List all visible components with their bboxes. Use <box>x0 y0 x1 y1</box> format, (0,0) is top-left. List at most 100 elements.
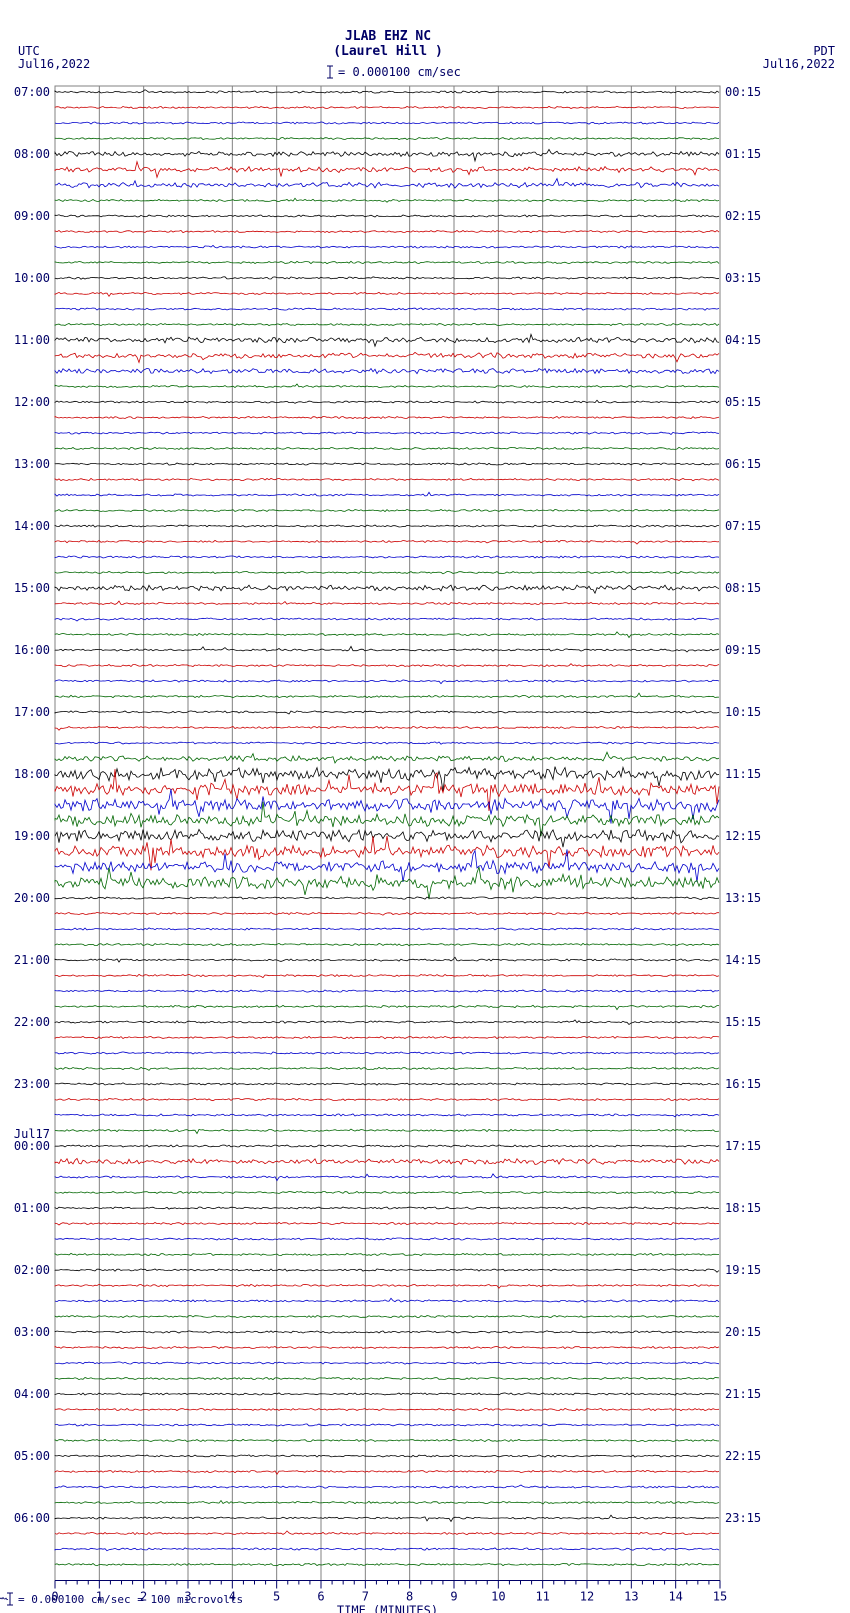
utc-time-label: 22:00 <box>14 1015 50 1029</box>
pdt-date: Jul16,2022 <box>763 57 835 71</box>
trace-row <box>55 867 719 899</box>
seismogram-svg: JLAB EHZ NC(Laurel Hill )UTCJul16,2022PD… <box>0 0 850 1613</box>
trace-row <box>55 1424 719 1426</box>
trace-row <box>55 1515 719 1521</box>
trace-row <box>55 277 719 279</box>
utc-time-label: 07:00 <box>14 85 50 99</box>
trace-row <box>55 752 719 763</box>
trace-row <box>55 571 719 573</box>
utc-time-label: 04:00 <box>14 1387 50 1401</box>
trace-row <box>55 384 719 388</box>
trace-row <box>55 198 719 202</box>
pdt-time-label: 22:15 <box>725 1449 761 1463</box>
trace-row <box>55 1455 719 1457</box>
trace-row <box>55 492 719 496</box>
utc-time-label: 02:00 <box>14 1263 50 1277</box>
trace-row <box>55 463 719 465</box>
utc-time-label: 01:00 <box>14 1201 50 1215</box>
trace-row <box>55 680 719 684</box>
pdt-time-label: 10:15 <box>725 705 761 719</box>
trace-row <box>55 525 719 527</box>
trace-row <box>55 1083 719 1085</box>
trace-row <box>55 1563 719 1565</box>
pdt-time-label: 08:15 <box>725 581 761 595</box>
utc-time-label: 05:00 <box>14 1449 50 1463</box>
pdt-time-label: 05:15 <box>725 395 761 409</box>
trace-row <box>55 1158 719 1164</box>
trace-row <box>55 90 719 94</box>
trace-row <box>55 1067 719 1070</box>
utc-time-label: 17:00 <box>14 705 50 719</box>
trace-row <box>55 292 719 296</box>
trace-row <box>55 122 719 124</box>
x-tick-label: 15 <box>713 1590 727 1604</box>
station-location: (Laurel Hill ) <box>333 44 443 59</box>
trace-row <box>55 912 719 915</box>
trace-row <box>55 1531 719 1535</box>
pdt-time-label: 07:15 <box>725 519 761 533</box>
x-tick-label: 8 <box>406 1590 413 1604</box>
scale-text: = 0.000100 cm/sec <box>338 65 461 79</box>
trace-row <box>55 1315 719 1317</box>
utc-date: Jul16,2022 <box>18 57 90 71</box>
trace-row <box>55 1174 719 1181</box>
footer-scale: = 0.000100 cm/sec = 100 microvolts <box>18 1593 243 1606</box>
utc-time-label: 00:00 <box>14 1139 50 1153</box>
trace-row <box>55 230 719 232</box>
trace-row <box>55 1408 719 1410</box>
x-tick-label: 11 <box>535 1590 549 1604</box>
x-tick-label: 14 <box>668 1590 682 1604</box>
pdt-time-label: 16:15 <box>725 1077 761 1091</box>
trace-row <box>55 138 719 140</box>
trace-row <box>55 1145 719 1147</box>
trace-row <box>55 989 719 992</box>
pdt-time-label: 12:15 <box>725 829 761 843</box>
trace-row <box>55 1346 719 1348</box>
plot-border <box>55 86 720 1581</box>
trace-row <box>55 478 719 481</box>
pdt-label: PDT <box>813 44 835 58</box>
trace-row <box>55 1485 719 1488</box>
trace-row <box>55 974 719 977</box>
trace-row <box>55 1191 719 1193</box>
pdt-time-label: 11:15 <box>725 767 761 781</box>
utc-time-label: 15:00 <box>14 581 50 595</box>
trace-row <box>55 1129 719 1134</box>
x-tick-label: 7 <box>362 1590 369 1604</box>
pdt-time-label: 14:15 <box>725 953 761 967</box>
trace-row <box>55 632 719 638</box>
utc-time-label: 14:00 <box>14 519 50 533</box>
pdt-time-label: 19:15 <box>725 1263 761 1277</box>
utc-time-label: 12:00 <box>14 395 50 409</box>
pdt-time-label: 21:15 <box>725 1387 761 1401</box>
trace-row <box>55 334 719 346</box>
trace-row <box>55 432 719 435</box>
trace-row <box>55 509 719 511</box>
trace-row <box>55 323 719 325</box>
trace-row <box>55 1238 719 1240</box>
trace-row <box>55 1298 719 1302</box>
trace-row <box>55 368 719 373</box>
utc-time-label: 08:00 <box>14 147 50 161</box>
trace-row <box>55 1470 719 1474</box>
trace-row <box>55 1269 719 1272</box>
trace-row <box>55 416 719 418</box>
trace-row <box>55 556 719 558</box>
trace-row <box>55 646 719 652</box>
x-tick-label: 10 <box>491 1590 505 1604</box>
trace-row <box>55 1114 719 1117</box>
pdt-time-label: 15:15 <box>725 1015 761 1029</box>
trace-row <box>55 1393 719 1395</box>
trace-row <box>55 149 719 161</box>
pdt-time-label: 02:15 <box>725 209 761 223</box>
trace-row <box>55 1284 719 1288</box>
x-tick-label: 13 <box>624 1590 638 1604</box>
pdt-time-label: 23:15 <box>725 1511 761 1525</box>
trace-row <box>55 585 719 593</box>
trace-row <box>55 1207 719 1209</box>
x-tick-label: 5 <box>273 1590 280 1604</box>
trace-row <box>55 1052 719 1054</box>
pdt-time-label: 03:15 <box>725 271 761 285</box>
trace-row <box>55 215 719 217</box>
trace-row <box>55 693 719 698</box>
